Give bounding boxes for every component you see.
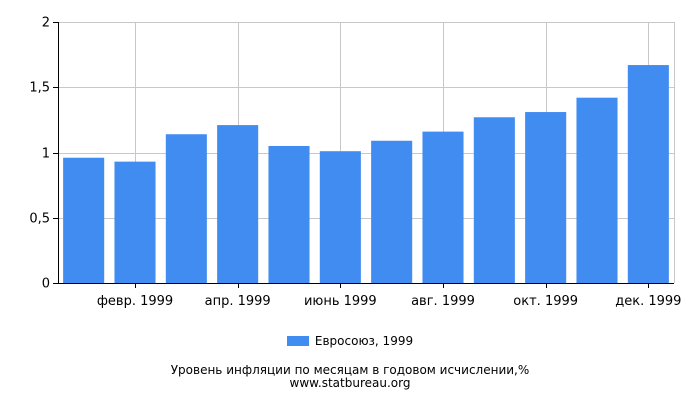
legend-swatch: [286, 335, 309, 346]
bar: [63, 157, 105, 283]
chart-caption: Уровень инфляции по месяцам в годовом ис…: [0, 364, 700, 390]
y-tick-label: 1: [42, 147, 50, 162]
y-tick-label: 0: [42, 277, 50, 292]
y-tick-label: 0,5: [29, 212, 50, 227]
y-tick-label: 1,5: [29, 81, 50, 96]
bar: [268, 145, 310, 283]
bar: [114, 161, 156, 283]
y-tick-labels: 0 0,5 1 1,5 2: [29, 16, 50, 292]
x-tick-labels: февр. 1999 апр. 1999 июнь 1999 авг. 1999 окт…: [97, 294, 682, 309]
x-tick-label: дек. 1999: [615, 294, 681, 309]
bar-chart: 0 0,5 1 1,5 2 февр. 1999 апр. 1999 июнь 1999 ав…: [29, 16, 682, 310]
bar: [473, 117, 515, 283]
x-tick-label: февр. 1999: [97, 294, 173, 309]
bar: [165, 134, 207, 283]
bars: [63, 65, 669, 283]
bar: [525, 112, 567, 283]
bar: [319, 151, 361, 283]
axes: [53, 22, 674, 288]
x-tick-label: июнь 1999: [304, 294, 377, 309]
bar: [371, 140, 413, 283]
y-tick-label: 2: [42, 16, 50, 31]
bar: [217, 125, 259, 283]
bar: [627, 65, 669, 283]
legend-label: Евросоюз, 1999: [314, 334, 414, 348]
x-tick-label: апр. 1999: [205, 294, 271, 309]
x-tick-label: окт. 1999: [513, 294, 578, 309]
caption-source: www.statbureau.org: [289, 376, 411, 390]
caption-title: Уровень инфляции по месяцам в годовом ис…: [170, 363, 530, 377]
bar: [576, 97, 618, 283]
x-tick-label: авг. 1999: [411, 294, 475, 309]
legend: Евросоюз, 1999: [0, 334, 700, 348]
bar: [422, 131, 464, 283]
